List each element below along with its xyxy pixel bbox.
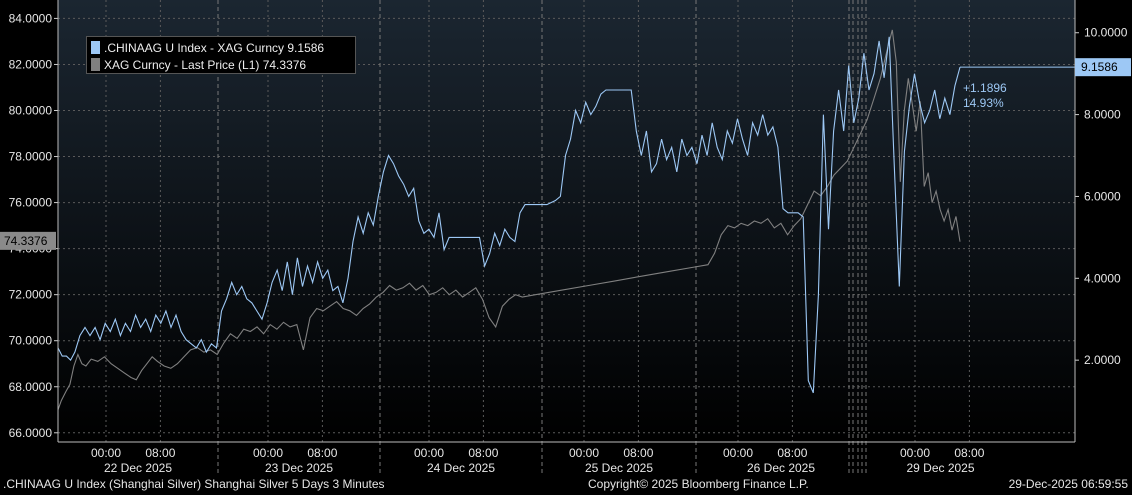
series-line-ratio [57, 36, 961, 394]
left-tick-label: 76.0000 [9, 196, 53, 210]
series-line-xag [57, 29, 961, 410]
x-tick-label: 00:00 [91, 446, 121, 460]
x-date-label: 22 Dec 2025 [104, 461, 172, 475]
x-tick-label: 00:00 [253, 446, 283, 460]
left-tick-label: 72.0000 [9, 288, 53, 302]
legend: .CHINAAG U Index - XAG Curncy 9.1586 XAG… [86, 36, 356, 74]
legend-swatch-ratio [91, 41, 100, 54]
footer-copyright: Copyright© 2025 Bloomberg Finance L.P. [588, 477, 809, 491]
x-date-label: 26 Dec 2025 [747, 461, 815, 475]
series-layer [57, 29, 1075, 410]
right-tick-label: 8.0000 [1084, 108, 1121, 122]
left-last-label: 74.3376 [4, 234, 48, 248]
right-last-label: 9.1586 [1081, 60, 1118, 74]
x-tick-label: 00:00 [900, 446, 930, 460]
right-tick-label: 4.0000 [1084, 271, 1121, 285]
legend-label-ratio: .CHINAAG U Index - XAG Curncy 9.1586 [104, 40, 325, 55]
x-tick-label: 08:00 [145, 446, 175, 460]
change-label: +1.1896 [963, 81, 1007, 95]
left-tick-label: 70.0000 [9, 334, 53, 348]
legend-swatch-xag [91, 58, 100, 71]
legend-label-xag: XAG Curncy - Last Price (L1) 74.3376 [104, 57, 307, 72]
x-date-label: 25 Dec 2025 [585, 461, 653, 475]
x-tick-label: 08:00 [307, 446, 337, 460]
left-tick-label: 78.0000 [9, 150, 53, 164]
left-tick-label: 80.0000 [9, 104, 53, 118]
change-pct-label: 14.93% [963, 96, 1004, 110]
right-tick-label: 6.0000 [1084, 189, 1121, 203]
right-tick-label: 2.0000 [1084, 353, 1121, 367]
right-tick-label: 10.0000 [1084, 26, 1128, 40]
x-tick-label: 08:00 [777, 446, 807, 460]
x-date-label: 24 Dec 2025 [427, 461, 495, 475]
right-last-badge [1075, 58, 1131, 77]
x-tick-label: 08:00 [623, 446, 653, 460]
x-tick-label: 00:00 [723, 446, 753, 460]
x-tick-label: 00:00 [569, 446, 599, 460]
x-date-label: 23 Dec 2025 [265, 461, 333, 475]
left-last-badge [0, 231, 56, 250]
x-tick-label: 08:00 [468, 446, 498, 460]
x-date-label: 29 Dec 2025 [906, 461, 974, 475]
left-tick-label: 82.0000 [9, 57, 53, 71]
left-tick-label: 68.0000 [9, 380, 53, 394]
x-tick-label: 00:00 [414, 446, 444, 460]
legend-item-xag: XAG Curncy - Last Price (L1) 74.3376 [91, 56, 351, 73]
left-tick-label: 66.0000 [9, 426, 53, 440]
left-tick-label: 84.0000 [9, 11, 53, 25]
x-tick-label: 08:00 [954, 446, 984, 460]
axis-layer: 84.000082.000080.000078.000076.000074.00… [0, 0, 1131, 475]
footer-timestamp: 29-Dec-2025 06:59:55 [1008, 477, 1128, 491]
legend-item-ratio: .CHINAAG U Index - XAG Curncy 9.1586 [91, 39, 351, 56]
grid-layer [58, 0, 1075, 475]
footer-ticker: .CHINAAG U Index (Shanghai Silver) Shang… [3, 477, 385, 491]
